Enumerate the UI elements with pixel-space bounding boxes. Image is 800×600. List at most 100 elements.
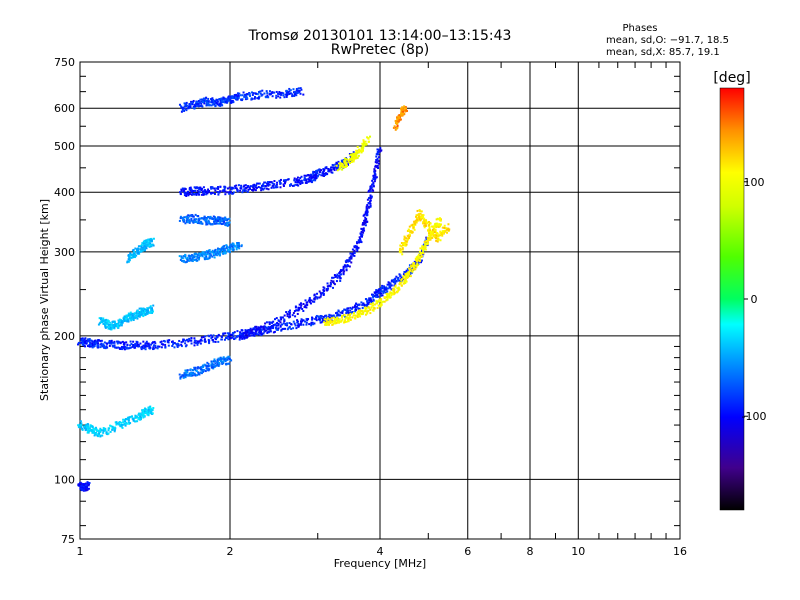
data-point <box>275 185 278 188</box>
data-point <box>299 302 302 305</box>
data-point <box>379 303 382 306</box>
data-point <box>294 324 297 327</box>
data-point <box>193 368 196 371</box>
data-point <box>250 330 253 333</box>
data-point <box>117 346 120 349</box>
data-point <box>355 245 358 248</box>
data-point <box>232 248 235 251</box>
data-point <box>295 87 298 90</box>
data-point <box>231 96 234 99</box>
data-point <box>193 218 196 221</box>
data-point <box>345 320 348 323</box>
data-point <box>356 242 359 245</box>
data-point <box>289 89 292 92</box>
data-point <box>374 178 377 181</box>
data-point <box>222 360 225 363</box>
data-point <box>237 92 240 95</box>
data-point <box>400 278 403 281</box>
data-point <box>403 277 406 280</box>
data-point <box>89 425 92 428</box>
data-point <box>390 280 393 283</box>
data-point <box>99 343 102 346</box>
data-point <box>422 248 425 251</box>
data-point <box>363 229 366 232</box>
data-point <box>364 224 367 227</box>
data-point <box>356 315 359 318</box>
data-point <box>227 223 230 226</box>
data-point <box>109 326 112 329</box>
data-point <box>394 282 397 285</box>
data-point <box>318 171 321 174</box>
data-point <box>433 228 436 231</box>
data-point <box>219 222 222 225</box>
x-tick-label: 8 <box>527 545 534 558</box>
data-point <box>408 273 411 276</box>
data-point <box>93 430 96 433</box>
data-point <box>327 323 330 326</box>
data-point <box>369 188 372 191</box>
data-point <box>133 312 136 315</box>
data-point <box>216 216 219 219</box>
data-point <box>201 368 204 371</box>
data-point <box>179 192 182 195</box>
data-point <box>433 224 436 227</box>
y-tick-label: 75 <box>61 533 75 546</box>
data-point <box>386 290 389 293</box>
data-point <box>355 149 358 152</box>
data-point <box>356 156 359 159</box>
data-point <box>427 229 430 232</box>
data-point <box>417 213 420 216</box>
data-point <box>335 164 338 167</box>
data-point <box>100 343 103 346</box>
data-point <box>136 343 139 346</box>
data-point <box>126 318 129 321</box>
data-point <box>315 171 318 174</box>
data-point <box>84 482 87 485</box>
data-point <box>341 269 344 272</box>
data-point <box>229 359 232 362</box>
data-point <box>356 303 359 306</box>
data-point <box>422 252 425 255</box>
data-point <box>279 182 282 185</box>
data-point <box>397 115 400 118</box>
data-point <box>330 279 333 282</box>
data-point <box>77 343 80 346</box>
data-point <box>246 190 249 193</box>
data-point <box>139 312 142 315</box>
data-point <box>127 260 130 263</box>
data-point <box>360 147 363 150</box>
data-point <box>111 320 114 323</box>
data-point <box>207 365 210 368</box>
data-point <box>339 269 342 272</box>
data-point <box>232 95 235 98</box>
data-point <box>328 313 331 316</box>
data-point <box>368 306 371 309</box>
data-point <box>268 321 271 324</box>
data-point <box>114 427 117 430</box>
data-point <box>305 306 308 309</box>
data-point <box>405 108 408 111</box>
data-point <box>324 321 327 324</box>
data-point <box>179 217 182 220</box>
data-point <box>134 420 137 423</box>
data-point <box>140 246 143 249</box>
data-point <box>347 160 350 163</box>
data-point <box>279 180 282 183</box>
data-point <box>363 304 366 307</box>
data-point <box>428 230 431 233</box>
data-point <box>266 328 269 331</box>
data-point <box>215 253 218 256</box>
data-point <box>139 307 142 310</box>
data-point <box>137 417 140 420</box>
data-point <box>332 167 335 170</box>
data-point <box>249 185 252 188</box>
data-point <box>369 303 372 306</box>
data-point <box>193 372 196 375</box>
data-point <box>110 339 113 342</box>
data-point <box>294 306 297 309</box>
data-point <box>241 337 244 340</box>
data-point <box>151 342 154 345</box>
data-point <box>197 215 200 218</box>
data-point <box>379 147 382 150</box>
data-point <box>275 317 278 320</box>
